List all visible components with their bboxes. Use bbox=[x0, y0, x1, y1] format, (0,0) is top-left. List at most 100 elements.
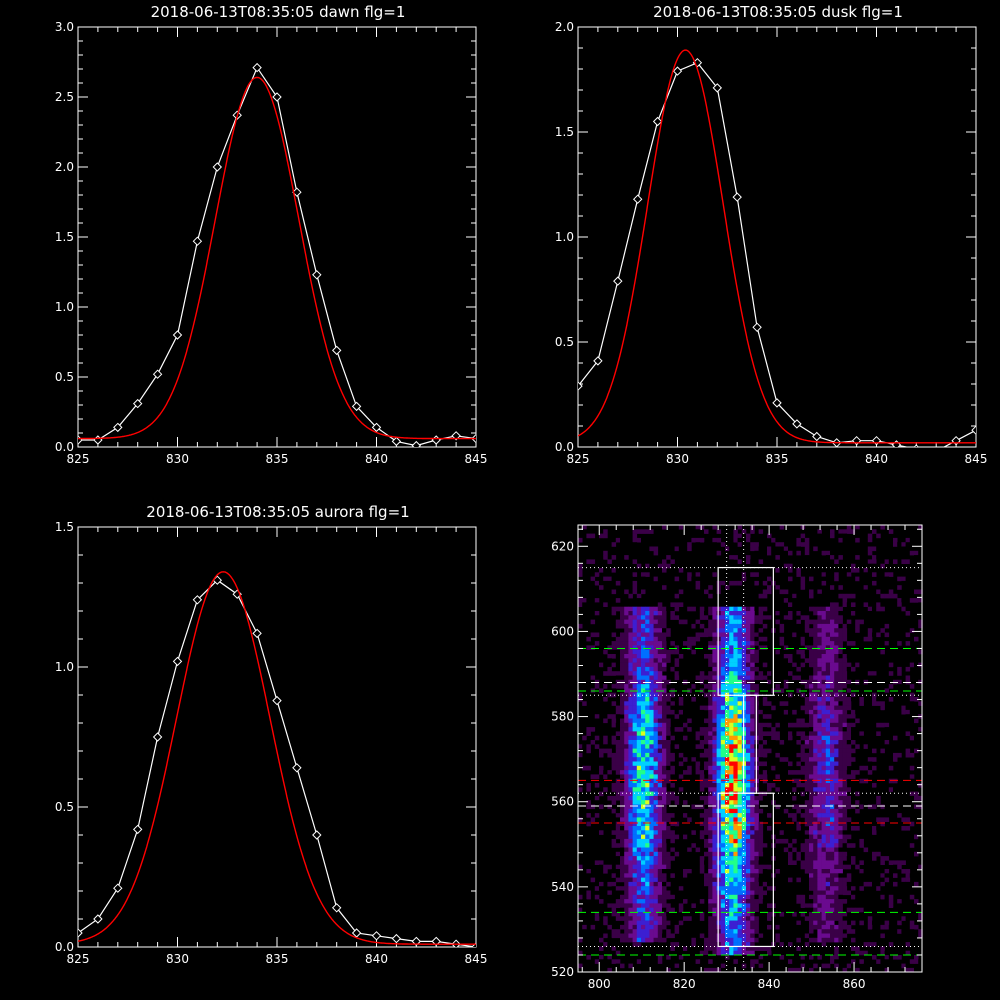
image-pixel bbox=[599, 830, 604, 835]
image-pixel bbox=[817, 912, 822, 917]
image-pixel bbox=[733, 881, 738, 887]
image-pixel bbox=[712, 671, 717, 676]
image-pixel bbox=[758, 761, 764, 767]
image-pixel bbox=[813, 787, 818, 792]
image-pixel bbox=[670, 684, 675, 689]
image-pixel bbox=[859, 568, 864, 573]
image-pixel bbox=[653, 787, 659, 792]
image-pixel bbox=[733, 589, 738, 595]
image-pixel bbox=[620, 709, 625, 715]
image-pixel bbox=[657, 675, 663, 681]
image-pixel bbox=[767, 937, 772, 943]
image-pixel bbox=[729, 933, 734, 939]
image-pixel bbox=[653, 851, 659, 857]
image-pixel bbox=[809, 636, 814, 642]
image-pixel bbox=[842, 778, 848, 784]
image-pixel bbox=[834, 864, 839, 870]
image-pixel bbox=[662, 585, 667, 590]
image-pixel bbox=[653, 641, 659, 646]
image-pixel bbox=[901, 662, 906, 668]
image-pixel bbox=[624, 606, 629, 612]
image-pixel bbox=[578, 611, 583, 616]
image-pixel bbox=[733, 740, 738, 745]
image-pixel bbox=[758, 795, 764, 801]
image-pixel bbox=[615, 744, 621, 749]
image-pixel bbox=[821, 903, 827, 908]
image-pixel bbox=[729, 679, 734, 685]
image-pixel bbox=[830, 830, 835, 835]
image-pixel bbox=[737, 873, 743, 878]
image-pixel bbox=[834, 735, 839, 741]
image-pixel bbox=[830, 907, 835, 913]
image-pixel bbox=[624, 804, 629, 810]
image-pixel bbox=[834, 830, 839, 835]
image-pixel bbox=[720, 856, 726, 861]
image-pixel bbox=[783, 658, 789, 663]
image-pixel bbox=[670, 649, 675, 655]
image-pixel bbox=[670, 744, 675, 749]
image-pixel bbox=[620, 873, 625, 878]
image-pixel bbox=[678, 568, 684, 573]
image-pixel bbox=[670, 920, 675, 926]
image-pixel bbox=[821, 761, 827, 767]
image-pixel bbox=[867, 881, 873, 887]
image-pixel bbox=[838, 890, 843, 896]
image-pixel bbox=[704, 679, 709, 685]
image-pixel bbox=[624, 881, 629, 887]
image-pixel bbox=[834, 692, 839, 698]
dusk-data-point bbox=[913, 444, 919, 447]
image-pixel bbox=[624, 671, 629, 676]
image-pixel bbox=[888, 860, 894, 865]
image-pixel bbox=[813, 765, 818, 771]
image-pixel bbox=[628, 705, 633, 711]
image-pixel bbox=[754, 533, 759, 539]
image-pixel bbox=[662, 675, 667, 681]
image-pixel bbox=[687, 748, 692, 754]
image-pixel bbox=[699, 916, 705, 921]
image-pixel bbox=[779, 611, 785, 616]
image-pixel bbox=[821, 834, 827, 840]
image-pixel bbox=[725, 645, 730, 650]
image-pixel bbox=[901, 559, 906, 564]
image-pixel bbox=[725, 658, 730, 663]
image-pixel bbox=[737, 929, 743, 934]
image-pixel bbox=[872, 847, 877, 853]
image-pixel bbox=[825, 933, 831, 939]
image-pixel bbox=[632, 869, 638, 874]
image-pixel bbox=[729, 924, 734, 930]
image-pixel bbox=[733, 843, 738, 848]
image-pixel bbox=[788, 916, 793, 921]
image-pixel bbox=[821, 843, 827, 848]
image-pixel bbox=[611, 843, 617, 848]
image-pixel bbox=[804, 718, 810, 724]
image-pixel bbox=[762, 761, 768, 767]
image-pixel bbox=[620, 559, 625, 564]
image-pixel bbox=[708, 817, 713, 822]
image-pixel bbox=[666, 718, 671, 724]
image-pixel bbox=[695, 847, 701, 853]
image-pixel bbox=[725, 611, 730, 616]
image-pixel bbox=[729, 937, 734, 943]
image-pixel bbox=[788, 752, 793, 758]
image-pixel bbox=[750, 714, 755, 719]
image-pixel bbox=[817, 740, 822, 745]
image-pixel bbox=[624, 937, 629, 943]
image-pixel bbox=[867, 744, 873, 749]
image-pixel bbox=[792, 722, 797, 728]
image-pixel bbox=[699, 899, 705, 904]
image-pixel bbox=[884, 877, 890, 883]
image-pixel bbox=[662, 525, 667, 530]
image-pixel bbox=[716, 619, 722, 625]
image-pixel bbox=[834, 593, 839, 599]
image-pixel bbox=[767, 903, 772, 908]
image-pixel bbox=[741, 912, 747, 917]
image-pixel bbox=[893, 559, 898, 564]
image-pixel bbox=[716, 830, 722, 835]
image-pixel bbox=[737, 912, 743, 917]
image-pixel bbox=[662, 869, 667, 874]
image-pixel bbox=[750, 684, 755, 689]
image-pixel bbox=[905, 559, 911, 564]
image-pixel bbox=[636, 826, 642, 831]
image-pixel bbox=[720, 787, 726, 792]
image-pixel bbox=[632, 864, 638, 870]
